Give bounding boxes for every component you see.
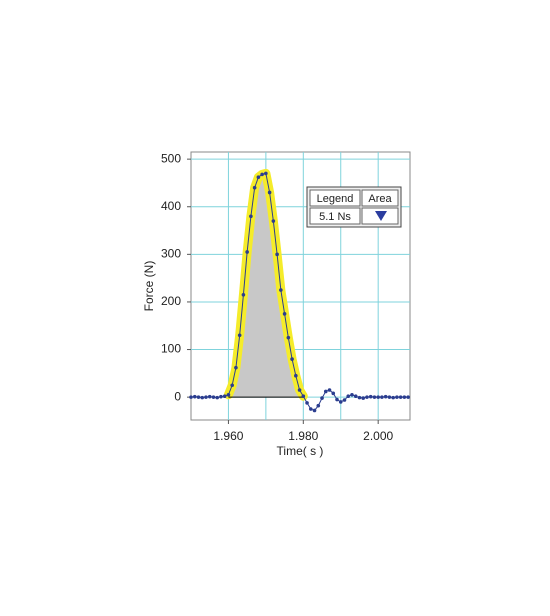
data-point (282, 312, 287, 316)
data-point (327, 388, 332, 392)
data-point (222, 394, 227, 398)
y-tick-label: 300 (161, 247, 181, 261)
x-axis-label: Time( s ) (277, 444, 324, 458)
data-point (316, 403, 321, 408)
data-point (275, 252, 279, 257)
x-tick-label: 1.960 (213, 429, 243, 443)
dropdown-arrow[interactable] (375, 211, 387, 221)
data-point (308, 407, 313, 411)
data-point (226, 392, 231, 397)
y-tick-label: 200 (161, 294, 181, 308)
data-point (192, 394, 197, 399)
legend-box: Legend Area 5.1 Ns (306, 186, 402, 228)
y-tick-label: 500 (161, 151, 181, 165)
data-point (342, 398, 347, 402)
y-tick-label: 0 (174, 389, 181, 403)
data-point (207, 394, 212, 399)
x-tick-label: 2.000 (363, 429, 393, 443)
data-point (398, 395, 403, 399)
data-point (264, 171, 268, 176)
data-point (353, 394, 358, 398)
data-point (391, 395, 395, 400)
data-point (305, 401, 309, 405)
data-point (323, 389, 328, 394)
data-point (357, 395, 362, 400)
legend-cell (309, 189, 361, 207)
data-point (237, 333, 242, 338)
data-point (249, 214, 253, 219)
legend-header: Area (368, 193, 392, 205)
data-point (256, 175, 261, 180)
x-tick-label: 1.980 (288, 429, 318, 443)
data-point (252, 185, 257, 190)
data-point (234, 365, 238, 370)
data-point (376, 395, 380, 399)
data-point (383, 394, 388, 399)
data-point (301, 394, 306, 398)
data-point (312, 408, 317, 413)
data-point (365, 395, 369, 399)
data-point (279, 288, 283, 292)
data-point (200, 395, 205, 400)
legend-header: Legend (317, 193, 354, 205)
legend-cell (309, 207, 361, 225)
data-point (196, 395, 201, 399)
data-point (387, 395, 392, 399)
data-point (230, 383, 234, 388)
legend-cell (361, 189, 399, 207)
data-point (350, 392, 354, 397)
data-point (267, 190, 272, 195)
data-point (215, 395, 220, 400)
data-point (320, 396, 324, 400)
data-point (338, 400, 343, 404)
data-point (368, 394, 373, 399)
data-point (361, 396, 366, 400)
data-point (204, 395, 208, 399)
data-point (346, 394, 351, 398)
data-point (219, 394, 223, 399)
data-point (406, 395, 410, 399)
data-point (294, 373, 298, 378)
data-point (189, 395, 193, 399)
data-point (395, 395, 399, 399)
data-point (331, 391, 336, 396)
plot (189, 168, 410, 413)
data-point (402, 395, 407, 399)
data-point (245, 250, 249, 254)
data-point (372, 395, 377, 399)
data-point (335, 397, 339, 402)
data-point (241, 293, 246, 297)
data-point (211, 395, 216, 399)
data-point (260, 172, 264, 177)
data-point (380, 395, 384, 399)
legend-value: 5.1 Ns (319, 211, 351, 223)
data-point (271, 219, 276, 223)
data-point (297, 388, 302, 392)
data-point (286, 335, 291, 340)
data-point (290, 357, 294, 361)
y-tick-label: 100 (161, 342, 181, 356)
y-axis-label: Force (N) (142, 261, 156, 312)
y-tick-label: 400 (161, 199, 181, 213)
